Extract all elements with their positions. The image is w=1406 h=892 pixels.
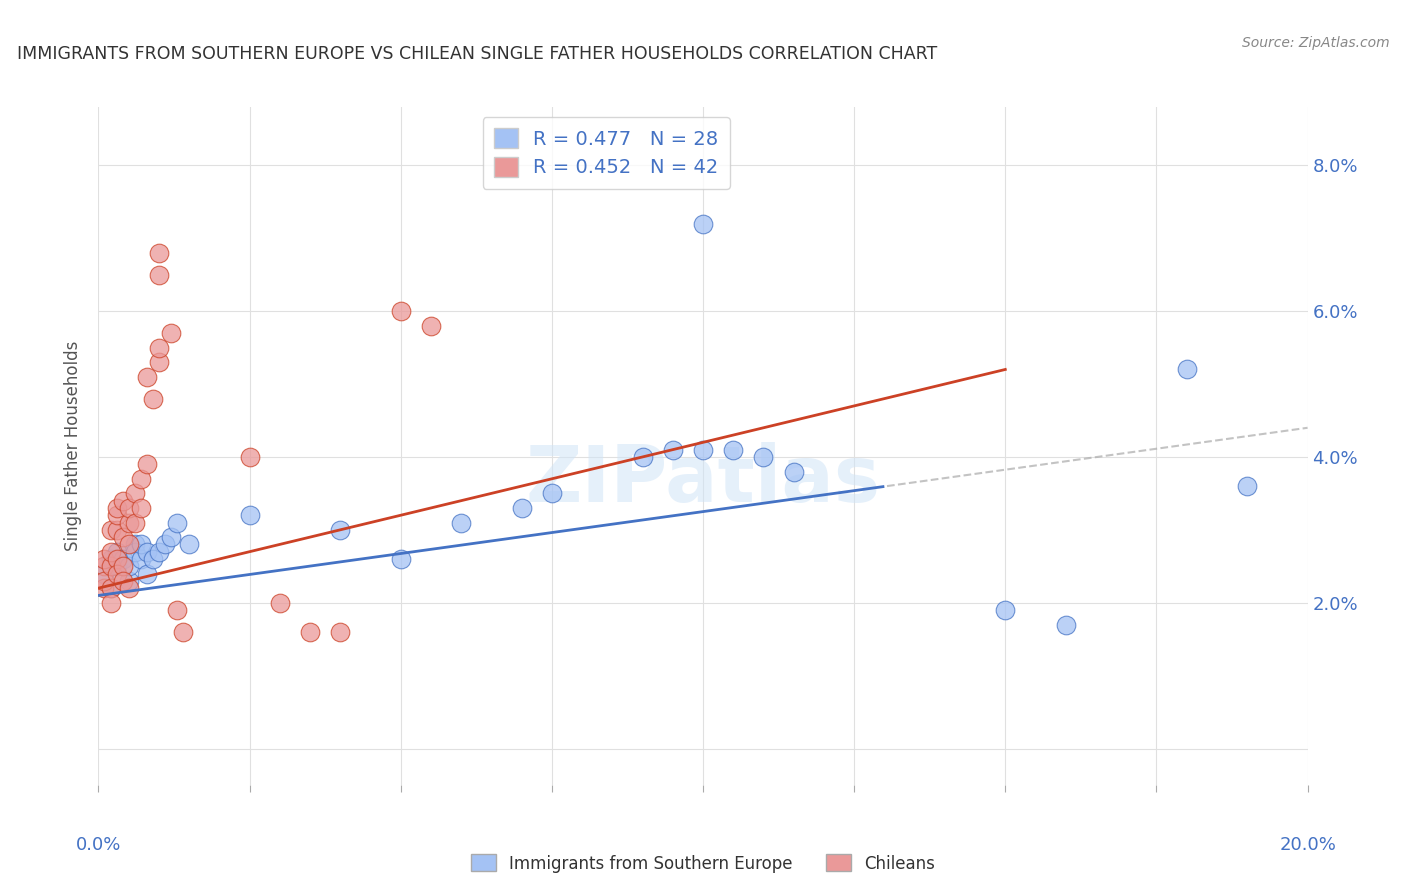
Point: [105, 523, 128, 537]
Point: [510, 500, 533, 515]
Point: [1054, 617, 1077, 632]
Point: [93, 559, 115, 574]
Point: [994, 603, 1017, 617]
Point: [631, 450, 654, 464]
Point: [389, 304, 412, 318]
Point: [135, 544, 157, 558]
Point: [692, 217, 714, 231]
Point: [111, 530, 134, 544]
Text: 0.0%: 0.0%: [76, 836, 121, 854]
Point: [93, 566, 115, 581]
Point: [100, 552, 122, 566]
Point: [105, 500, 128, 515]
Point: [118, 559, 141, 574]
Point: [148, 544, 170, 558]
Point: [692, 442, 714, 457]
Point: [129, 552, 152, 566]
Point: [166, 516, 188, 530]
Point: [723, 442, 745, 457]
Point: [179, 537, 201, 551]
Point: [118, 516, 141, 530]
Legend: R = 0.477   N = 28, R = 0.452   N = 42: R = 0.477 N = 28, R = 0.452 N = 42: [482, 117, 730, 189]
Point: [450, 516, 472, 530]
Y-axis label: Single Father Households: Single Father Households: [65, 341, 83, 551]
Point: [105, 508, 128, 523]
Point: [299, 624, 322, 639]
Point: [124, 516, 146, 530]
Point: [148, 355, 170, 369]
Point: [118, 574, 141, 588]
Point: [118, 500, 141, 515]
Point: [142, 392, 165, 406]
Text: ZIPatlas: ZIPatlas: [526, 442, 880, 518]
Point: [100, 581, 122, 595]
Point: [105, 544, 128, 558]
Point: [93, 552, 115, 566]
Point: [135, 566, 157, 581]
Point: [160, 326, 183, 340]
Point: [239, 508, 262, 523]
Point: [135, 457, 157, 471]
Point: [1175, 362, 1198, 376]
Point: [100, 581, 122, 595]
Point: [540, 486, 562, 500]
Point: [105, 559, 128, 574]
Point: [148, 268, 170, 282]
Point: [124, 486, 146, 500]
Point: [166, 603, 188, 617]
Point: [142, 552, 165, 566]
Point: [239, 450, 262, 464]
Point: [420, 318, 443, 333]
Point: [129, 472, 152, 486]
Point: [1236, 479, 1258, 493]
Point: [172, 624, 194, 639]
Point: [124, 544, 146, 558]
Point: [129, 537, 152, 551]
Point: [105, 552, 128, 566]
Point: [129, 500, 152, 515]
Text: IMMIGRANTS FROM SOUTHERN EUROPE VS CHILEAN SINGLE FATHER HOUSEHOLDS CORRELATION : IMMIGRANTS FROM SOUTHERN EUROPE VS CHILE…: [17, 45, 938, 62]
Point: [111, 574, 134, 588]
Point: [752, 450, 775, 464]
Point: [93, 574, 115, 588]
Point: [148, 341, 170, 355]
Point: [389, 552, 412, 566]
Point: [105, 566, 128, 581]
Point: [135, 369, 157, 384]
Point: [329, 624, 352, 639]
Point: [118, 581, 141, 595]
Point: [160, 530, 183, 544]
Point: [148, 245, 170, 260]
Point: [124, 537, 146, 551]
Point: [783, 465, 806, 479]
Point: [269, 596, 291, 610]
Legend: Immigrants from Southern Europe, Chileans: Immigrants from Southern Europe, Chilean…: [464, 847, 942, 880]
Point: [100, 544, 122, 558]
Point: [153, 537, 176, 551]
Text: Source: ZipAtlas.com: Source: ZipAtlas.com: [1241, 36, 1389, 50]
Point: [100, 596, 122, 610]
Point: [111, 493, 134, 508]
Point: [93, 581, 115, 595]
Point: [661, 442, 683, 457]
Point: [111, 552, 134, 566]
Text: 20.0%: 20.0%: [1279, 836, 1336, 854]
Point: [100, 559, 122, 574]
Point: [111, 559, 134, 574]
Point: [100, 523, 122, 537]
Point: [329, 523, 352, 537]
Point: [118, 537, 141, 551]
